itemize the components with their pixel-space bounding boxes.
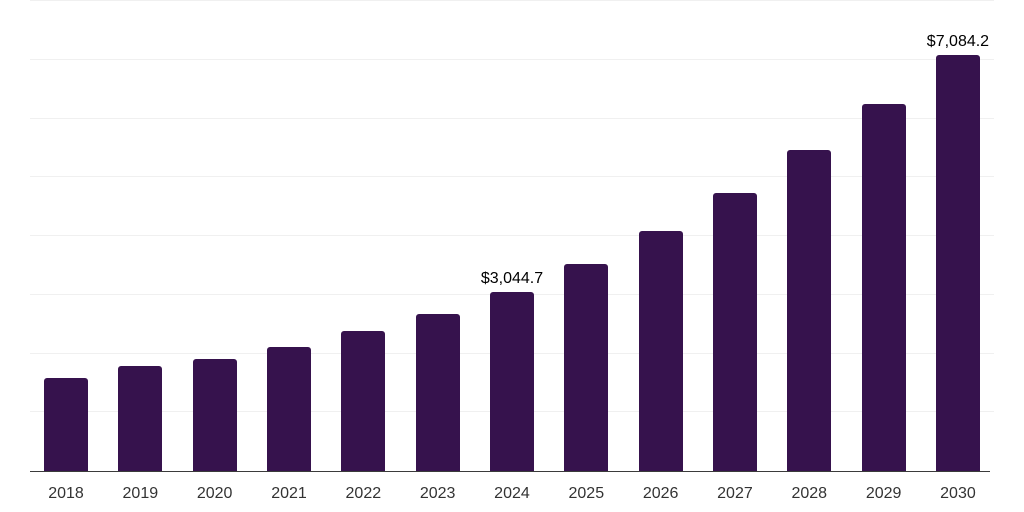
x-axis-tick-label-2028: 2028 bbox=[791, 485, 828, 502]
bar-column-2030: $7,084.2 2030 bbox=[927, 1, 989, 502]
x-axis-tick-label-2020: 2020 bbox=[196, 485, 233, 502]
bar-2020 bbox=[192, 358, 237, 471]
x-axis-line bbox=[30, 470, 990, 472]
x-axis-tick-label-2022: 2022 bbox=[345, 485, 382, 502]
gridline-7000 bbox=[30, 58, 994, 60]
bar-2018 bbox=[44, 378, 88, 471]
bar-column-2024: $3,044.7 2024 bbox=[481, 1, 543, 502]
x-axis-tick-label-2026: 2026 bbox=[642, 485, 679, 502]
x-axis-tick-label-2024: 2024 bbox=[494, 485, 530, 502]
gridline-8000 bbox=[30, 0, 994, 1]
bar-2021 bbox=[266, 347, 311, 471]
bar-2030: $7,084.2 bbox=[927, 33, 989, 471]
bar-column-2026: 2026 bbox=[638, 1, 683, 502]
bar-value-label-2030: $7,084.2 bbox=[926, 32, 990, 50]
x-axis-tick-label-2029: 2029 bbox=[865, 485, 902, 502]
bar-column-2023: 2023 bbox=[415, 1, 460, 502]
gridline-5000 bbox=[30, 176, 994, 178]
bars-row: 2018 2019 2020 2021 2022 2023 $3,044.7 2024 2025… bbox=[30, 1, 994, 502]
bar-2029 bbox=[861, 103, 906, 471]
x-axis-tick-label-2027: 2027 bbox=[717, 485, 753, 502]
bar-2027 bbox=[712, 192, 757, 471]
bar-2026 bbox=[638, 230, 683, 471]
x-axis-tick-label-2019: 2019 bbox=[122, 485, 159, 502]
gridline-4000 bbox=[30, 235, 994, 236]
plot-area: 2018 2019 2020 2021 2022 2023 $3,044.7 2024 2025… bbox=[30, 0, 994, 502]
bar-column-2022: 2022 bbox=[341, 1, 386, 502]
bar-2028 bbox=[787, 149, 832, 471]
x-axis-tick-label-2030: 2030 bbox=[940, 485, 976, 502]
bar-column-2019: 2019 bbox=[118, 1, 163, 502]
bar-value-label-2024: $3,044.7 bbox=[480, 270, 544, 288]
gridline-6000 bbox=[30, 117, 994, 119]
bar-column-2020: 2020 bbox=[192, 1, 237, 502]
x-axis-tick-label-2023: 2023 bbox=[419, 485, 456, 502]
x-axis-tick-label-2018: 2018 bbox=[48, 485, 84, 502]
bar-2025 bbox=[564, 264, 609, 471]
bar-2023 bbox=[415, 314, 460, 471]
bar-column-2025: 2025 bbox=[564, 1, 609, 502]
bar-2022 bbox=[341, 331, 386, 471]
x-axis-tick-label-2025: 2025 bbox=[568, 485, 605, 502]
bar-column-2021: 2021 bbox=[266, 1, 311, 502]
bar-column-2027: 2027 bbox=[712, 1, 757, 502]
bar-column-2029: 2029 bbox=[861, 1, 906, 502]
bar-column-2028: 2028 bbox=[787, 1, 832, 502]
x-axis-tick-label-2021: 2021 bbox=[271, 485, 307, 502]
bar-column-2018: 2018 bbox=[44, 1, 88, 502]
bar-2024: $3,044.7 bbox=[481, 270, 543, 471]
bar-2019 bbox=[118, 365, 163, 471]
